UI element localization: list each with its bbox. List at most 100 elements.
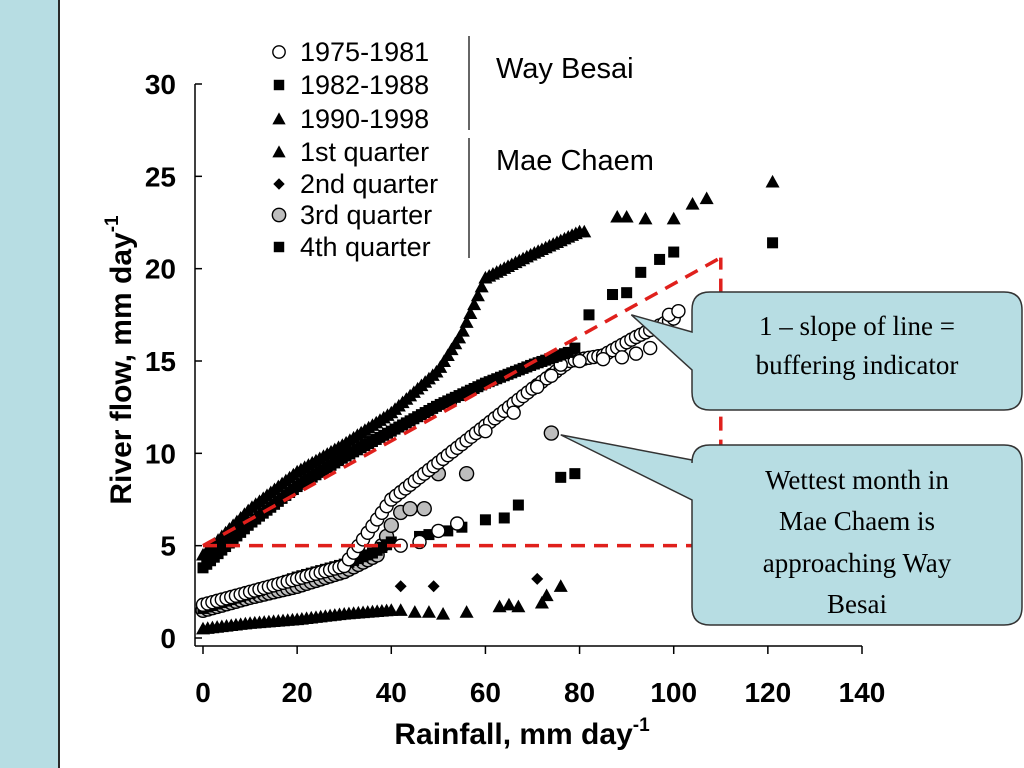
data-point (459, 605, 474, 618)
data-point (765, 174, 780, 188)
data-point (614, 350, 630, 365)
data-point (654, 253, 666, 265)
data-point (455, 324, 470, 337)
data-point (699, 191, 714, 205)
data-point (666, 211, 681, 225)
left-decorative-band (0, 0, 60, 768)
data-point (436, 606, 451, 620)
data-point (384, 603, 399, 616)
y-tick-label: 10 (145, 438, 176, 469)
callout-shape (630, 291, 1023, 411)
data-point (463, 306, 478, 319)
data-point (583, 309, 595, 321)
callout-2: Wettest month in Mae Chaem is approaching … (560, 434, 1023, 626)
data-point (534, 595, 549, 609)
data-point (543, 425, 560, 441)
callout-text-line: Besai (827, 589, 887, 619)
data-point (767, 237, 779, 249)
data-point (431, 523, 446, 539)
x-tick-label: 40 (376, 677, 407, 708)
legend-label: 3rd quarter (300, 200, 432, 230)
legend-marker (272, 145, 286, 158)
data-point (511, 599, 526, 613)
data-point (393, 603, 408, 616)
data-point (449, 516, 465, 531)
legend-entry: 4th quarter (273, 232, 431, 262)
legend-group-name: Mae Chaem (496, 145, 654, 177)
data-point (628, 346, 644, 361)
data-point (635, 266, 647, 278)
legend-group-name: Way Besai (496, 53, 634, 85)
data-point (421, 605, 436, 618)
x-tick-label: 80 (564, 677, 595, 708)
legend-marker (273, 241, 285, 253)
legend-marker (273, 178, 285, 190)
y-tick-label: 30 (145, 69, 176, 100)
data-point (539, 588, 554, 602)
data-point (423, 529, 435, 541)
data-point (459, 315, 474, 328)
data-point (416, 501, 432, 517)
x-tick-label: 60 (470, 677, 501, 708)
x-tick-label: 20 (282, 677, 313, 708)
y-tick-label: 25 (145, 161, 176, 192)
data-point (610, 209, 625, 223)
callout-1: 1 – slope of line = buffering indicator (630, 291, 1023, 411)
data-point (642, 340, 658, 356)
legend-entry: 2nd quarter (273, 169, 438, 199)
data-point (607, 289, 619, 301)
data-point (531, 572, 544, 585)
series-1990-1998 (196, 174, 780, 561)
callout-shape (560, 434, 1023, 626)
data-point (577, 224, 592, 238)
data-point (427, 580, 440, 593)
legend-label: 1982-1988 (300, 70, 429, 100)
legend-entry: 1975-1981 (272, 37, 429, 67)
data-point (572, 353, 587, 369)
legend-entry: 1982-1988 (273, 70, 429, 100)
legend-marker (273, 79, 285, 91)
y-tick-label: 5 (160, 531, 176, 562)
data-point (474, 279, 489, 293)
data-point (479, 514, 491, 526)
data-point (470, 288, 485, 302)
callout-text-line: 1 – slope of line = (759, 311, 955, 341)
data-point (442, 525, 454, 537)
data-point (407, 605, 422, 618)
data-marks-layer (195, 174, 780, 635)
data-point (595, 351, 611, 367)
legend-label: 1975-1981 (300, 37, 429, 67)
callout-text-line: approaching Way (763, 548, 952, 578)
callout-text-line: buffering indicator (756, 350, 959, 380)
legend-label: 1990-1998 (300, 104, 429, 134)
data-point (569, 342, 581, 354)
x-tick-label: 140 (839, 677, 886, 708)
series-2nd-quarter (394, 572, 544, 593)
legend-marker (271, 207, 287, 223)
data-point (458, 465, 475, 482)
data-point (544, 368, 559, 383)
data-point (685, 197, 700, 210)
data-point (619, 209, 634, 223)
data-point (671, 303, 686, 319)
data-point (478, 423, 493, 439)
data-point (452, 330, 467, 344)
x-tick-label: 100 (650, 677, 697, 708)
slope-dashed-line (202, 256, 722, 548)
data-point (512, 499, 524, 511)
legend-marker (272, 45, 286, 59)
legend-label: 1st quarter (300, 137, 429, 167)
y-tick-label: 20 (145, 254, 176, 285)
x-tick-label: 120 (744, 677, 791, 708)
data-point (562, 346, 574, 358)
x-tick-label: 0 (195, 677, 211, 708)
y-tick-label: 0 (160, 623, 176, 654)
axes-layer: 0 5 10 15 20 25 30 0 20 40 60 80 100 120 140 Rainfall, … (102, 69, 885, 751)
data-point (394, 580, 407, 593)
data-point (498, 512, 510, 524)
data-point (569, 468, 581, 480)
data-point (383, 517, 399, 534)
